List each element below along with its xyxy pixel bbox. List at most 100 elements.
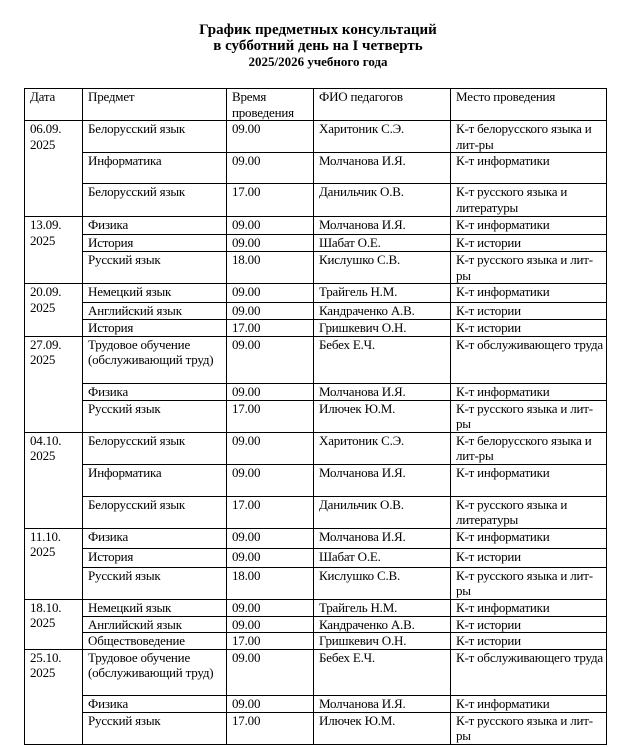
date-cell: 04.10. 2025	[24, 431, 83, 529]
table-row: Информатика 09.00 Молчанова И.Я. К-т информ…	[25, 463, 607, 497]
date-cell: 11.10. 2025	[24, 527, 83, 600]
document-title: График предметных консультаций в субботн…	[0, 22, 636, 70]
date-cell: 13.09. 2025	[24, 216, 83, 284]
place-cell: К-т обслуживающего труда	[450, 335, 607, 384]
teacher-cell: Молчанова И.Я.	[313, 152, 451, 184]
place-cell: К-т информатики	[450, 598, 607, 617]
place-cell: К-т истории	[450, 319, 607, 337]
time-cell: 17.00	[226, 319, 314, 337]
subject-cell: Физика	[82, 382, 227, 401]
header-teacher: ФИО педагогов	[313, 88, 451, 121]
table-row: Физика 09.00 Молчанова И.Я. К-т информатики	[25, 382, 607, 401]
place-cell: К-т русского языка и лит-ры	[450, 251, 607, 284]
subject-cell: История	[82, 319, 227, 337]
table-row: 27.09. 2025 Трудовое обучение (обслуживаю…	[24, 335, 607, 433]
subject-cell: Трудовое обучение (обслуживающий труд)	[82, 648, 227, 696]
place-cell: К-т белорусского языка и лит-ры	[450, 120, 607, 153]
subject-cell: Белорусский язык	[82, 431, 227, 465]
teacher-cell: Кандраченко А.В.	[313, 302, 451, 320]
schedule-table: Дата Предмет Время проведения ФИО педаго…	[24, 88, 607, 745]
place-cell: К-т обслуживающего труда	[450, 648, 607, 696]
teacher-cell: Харитоник С.Э.	[313, 431, 451, 465]
title-line-2: в субботний день на I четверть	[213, 38, 423, 54]
teacher-cell: Илючек Ю.М.	[313, 399, 451, 433]
date-cell: 20.09. 2025	[24, 283, 83, 337]
subject-cell: Обществоведение	[82, 632, 227, 650]
subject-cell: История	[82, 547, 227, 568]
subject-cell: Информатика	[82, 152, 227, 184]
place-cell: К-т истории	[450, 547, 607, 568]
place-cell: К-т русского языка и литературы	[450, 183, 607, 217]
teacher-cell: Бебех Е.Ч.	[313, 648, 451, 696]
date-cell: 18.10. 2025	[24, 598, 83, 650]
teacher-cell: Бебех Е.Ч.	[313, 335, 451, 384]
place-cell: К-т русского языка и литературы	[450, 495, 607, 529]
table-row: 06.09. 2025 Белорусский язык 09.00 Харитони…	[24, 120, 607, 217]
place-cell: К-т истории	[450, 302, 607, 320]
teacher-cell: Молчанова И.Я.	[313, 382, 451, 401]
teacher-cell: Трайгель Н.М.	[313, 283, 451, 303]
header-row: Дата Предмет Время проведения ФИО педаго…	[24, 88, 607, 121]
time-cell: 09.00	[226, 598, 314, 617]
table-row: Русский язык 18.00 Кислушко С.В. К-т русско…	[25, 251, 607, 284]
time-cell: 09.00	[226, 527, 314, 549]
table-row: 04.10. 2025 Белорусский язык 09.00 Харитони…	[24, 431, 607, 529]
time-cell: 17.00	[226, 632, 314, 650]
time-cell: 09.00	[226, 335, 314, 384]
table-row: 25.10. 2025 Трудовое обучение (обслуживаю…	[24, 648, 607, 745]
time-cell: 09.00	[226, 431, 314, 465]
date-cell: 27.09. 2025	[24, 335, 83, 433]
subject-cell: Белорусский язык	[82, 495, 227, 529]
subject-cell: Белорусский язык	[82, 120, 227, 153]
subject-cell: Белорусский язык	[82, 183, 227, 217]
table-row: Белорусский язык 17.00 Данильчик О.В. К-т р…	[25, 183, 607, 217]
time-cell: 09.00	[226, 152, 314, 184]
title-line-1: График предметных консультаций	[199, 22, 437, 38]
time-cell: 09.00	[226, 648, 314, 696]
subject-cell: История	[82, 234, 227, 252]
place-cell: К-т информатики	[450, 527, 607, 549]
place-cell: К-т информатики	[450, 216, 607, 235]
table-row: 18.10. 2025 Немецкий язык 09.00 Трайгель Н.…	[24, 598, 607, 650]
table-row: Русский язык 18.00 Кислушко С.В. К-т русско…	[25, 566, 607, 600]
teacher-cell: Кислушко С.В.	[313, 251, 451, 284]
subject-cell: Русский язык	[82, 399, 227, 433]
date-cell: 25.10. 2025	[24, 648, 83, 745]
teacher-cell: Молчанова И.Я.	[313, 463, 451, 497]
time-cell: 18.00	[226, 251, 314, 284]
time-cell: 17.00	[226, 711, 314, 745]
subject-cell: Физика	[82, 216, 227, 235]
place-cell: К-т истории	[450, 615, 607, 633]
subject-cell: Немецкий язык	[82, 283, 227, 303]
subject-cell: Русский язык	[82, 566, 227, 600]
table-row: История 17.00 Гришкевич О.Н. К-т истории	[25, 319, 607, 337]
table-row: Английский язык 09.00 Кандраченко А.В. К-т …	[25, 302, 607, 320]
table-row: Русский язык 17.00 Илючек Ю.М. К-т русского…	[25, 711, 607, 745]
place-cell: К-т информатики	[450, 152, 607, 184]
table-row: Английский язык 09.00 Кандраченко А.В. К-т …	[25, 615, 607, 633]
table-row: 13.09. 2025 Физика 09.00 Молчанова И.Я. К-т …	[24, 216, 607, 284]
place-cell: К-т информатики	[450, 463, 607, 497]
subject-cell: Трудовое обучение (обслуживающий труд)	[82, 335, 227, 384]
teacher-cell: Молчанова И.Я.	[313, 527, 451, 549]
teacher-cell: Трайгель Н.М.	[313, 598, 451, 617]
time-cell: 09.00	[226, 463, 314, 497]
time-cell: 09.00	[226, 382, 314, 401]
teacher-cell: Данильчик О.В.	[313, 183, 451, 217]
table-row: Физика 09.00 Молчанова И.Я. К-т информатики	[25, 694, 607, 713]
table-row: 20.09. 2025 Немецкий язык 09.00 Трайгель Н.…	[24, 283, 607, 337]
place-cell: К-т русского языка и лит-ры	[450, 566, 607, 600]
subject-cell: Физика	[82, 527, 227, 549]
teacher-cell: Харитоник С.Э.	[313, 120, 451, 153]
table-row: Русский язык 17.00 Илючек Ю.М. К-т русского…	[25, 399, 607, 433]
table-row: Информатика 09.00 Молчанова И.Я. К-т информ…	[25, 152, 607, 184]
teacher-cell: Гришкевич О.Н.	[313, 632, 451, 650]
time-cell: 17.00	[226, 399, 314, 433]
table-row: История 09.00 Шабат О.Е. К-т истории	[25, 547, 607, 568]
teacher-cell: Шабат О.Е.	[313, 547, 451, 568]
time-cell: 17.00	[226, 183, 314, 217]
subject-cell: Информатика	[82, 463, 227, 497]
place-cell: К-т белорусского языка и лит-ры	[450, 431, 607, 465]
date-cell: 06.09. 2025	[24, 120, 83, 217]
header-place: Место проведения	[450, 88, 607, 121]
